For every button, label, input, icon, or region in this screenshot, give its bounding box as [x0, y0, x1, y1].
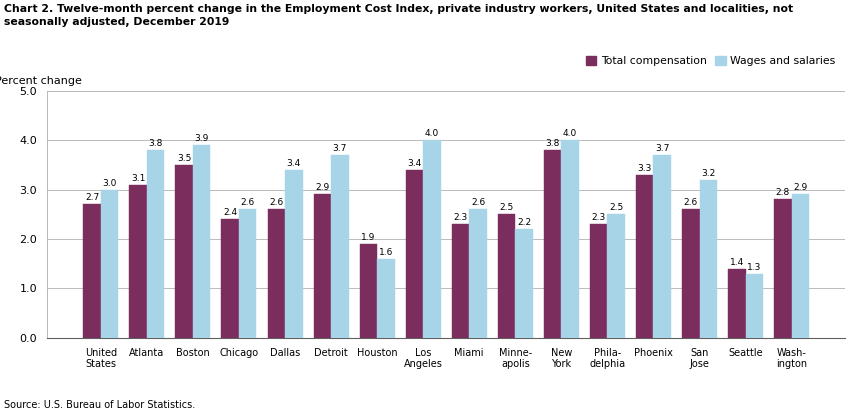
Text: 2.5: 2.5 [499, 203, 513, 212]
Bar [313, 194, 331, 338]
Bar [101, 190, 118, 338]
Text: 2.7: 2.7 [84, 193, 99, 202]
Bar [653, 155, 670, 338]
Text: 2.9: 2.9 [792, 183, 807, 192]
Text: 3.8: 3.8 [545, 139, 560, 148]
Bar [359, 244, 377, 338]
Text: 3.4: 3.4 [407, 159, 421, 168]
Text: 3.2: 3.2 [700, 169, 715, 178]
Bar [267, 209, 285, 338]
Text: 2.6: 2.6 [269, 198, 283, 207]
Bar [589, 224, 606, 338]
Text: 3.7: 3.7 [654, 144, 669, 153]
Text: 3.9: 3.9 [194, 134, 209, 143]
Bar [285, 170, 302, 338]
Bar [635, 175, 653, 338]
Text: 2.8: 2.8 [775, 188, 789, 197]
Bar [377, 259, 394, 338]
Text: 2.3: 2.3 [591, 213, 605, 222]
Text: 3.5: 3.5 [177, 154, 191, 163]
Text: 2.3: 2.3 [453, 213, 467, 222]
Text: 3.3: 3.3 [637, 164, 651, 173]
Bar [699, 180, 717, 338]
Text: 1.3: 1.3 [746, 262, 761, 272]
Bar [728, 269, 745, 338]
Text: Source: U.S. Bureau of Labor Statistics.: Source: U.S. Bureau of Labor Statistics. [4, 400, 195, 410]
Text: 4.0: 4.0 [562, 129, 577, 138]
Bar [791, 194, 809, 338]
Text: 2.6: 2.6 [241, 198, 254, 207]
Bar [514, 229, 532, 338]
Bar [682, 209, 699, 338]
Text: 3.0: 3.0 [102, 178, 117, 187]
Legend: Total compensation, Wages and salaries: Total compensation, Wages and salaries [581, 52, 839, 70]
Text: 2.6: 2.6 [683, 198, 697, 207]
Text: 3.1: 3.1 [131, 173, 145, 183]
Text: 2.4: 2.4 [223, 208, 237, 217]
Text: 1.6: 1.6 [378, 248, 392, 257]
Text: 2.5: 2.5 [608, 203, 623, 212]
Bar [147, 150, 164, 338]
Bar [745, 274, 763, 338]
Bar [129, 185, 147, 338]
Bar [405, 170, 423, 338]
Bar [468, 209, 486, 338]
Text: Chart 2. Twelve-month percent change in the Employment Cost Index, private indus: Chart 2. Twelve-month percent change in … [4, 4, 792, 27]
Bar [84, 204, 101, 338]
Text: 3.7: 3.7 [332, 144, 346, 153]
Bar [423, 140, 440, 338]
Bar [543, 150, 560, 338]
Bar [239, 209, 256, 338]
Text: 1.9: 1.9 [361, 233, 375, 242]
Bar [193, 145, 210, 338]
Text: 4.0: 4.0 [424, 129, 438, 138]
Text: Percent change: Percent change [0, 76, 82, 86]
Bar [221, 219, 239, 338]
Bar [606, 214, 624, 338]
Text: 2.6: 2.6 [470, 198, 485, 207]
Bar [451, 224, 468, 338]
Bar [560, 140, 578, 338]
Text: 1.4: 1.4 [728, 258, 743, 267]
Bar [497, 214, 514, 338]
Bar [175, 165, 193, 338]
Text: 3.4: 3.4 [287, 159, 300, 168]
Text: 3.8: 3.8 [148, 139, 163, 148]
Bar [774, 199, 791, 338]
Bar [331, 155, 348, 338]
Text: 2.2: 2.2 [516, 218, 531, 227]
Text: 2.9: 2.9 [315, 183, 329, 192]
